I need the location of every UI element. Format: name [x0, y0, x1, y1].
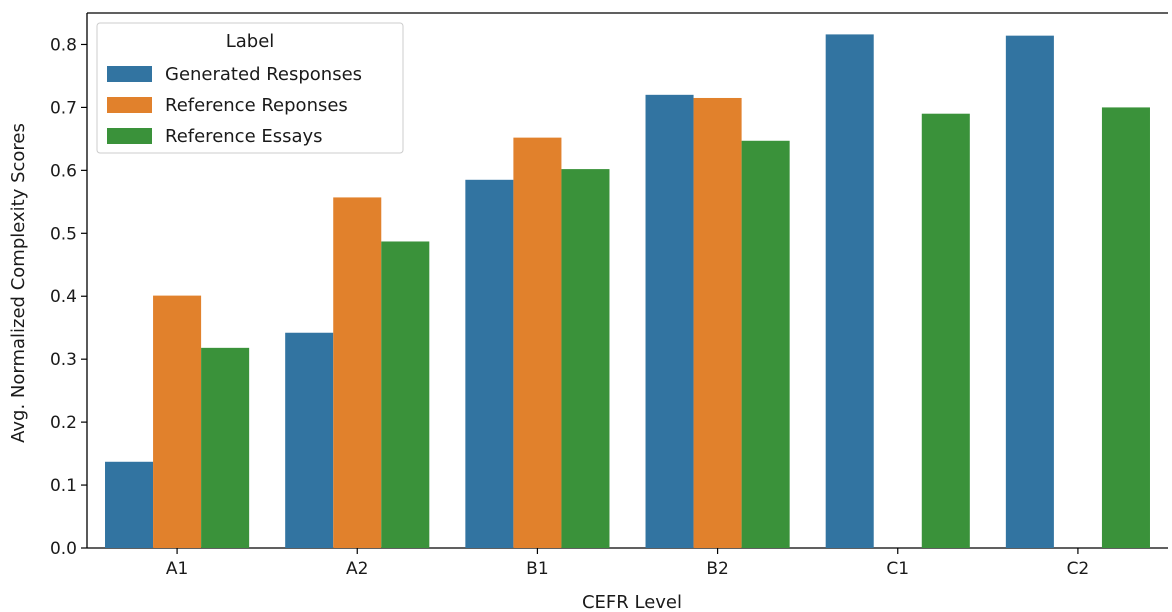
x-axis-title: CEFR Level	[582, 592, 682, 612]
bar-reference-essays-c1	[921, 113, 970, 549]
legend-label: Reference Essays	[165, 126, 323, 147]
bar-reference-essays-c2	[1101, 107, 1150, 548]
bar-reference-reponses-b2	[693, 97, 742, 549]
bar-reference-reponses-a1	[153, 295, 202, 548]
bar-generated-responses-a1	[105, 461, 154, 548]
bar-generated-responses-b1	[465, 179, 514, 548]
bar-reference-reponses-b1	[513, 137, 562, 548]
x-axis: A1 A2 B1 B2 C1 C2	[166, 548, 1089, 579]
bar-generated-responses-c1	[825, 34, 874, 548]
legend-box	[96, 22, 404, 154]
y-tick-label: 0.5	[50, 224, 77, 244]
x-tick-label: A1	[166, 559, 188, 579]
bar-generated-responses-a2	[285, 332, 334, 548]
y-tick-label: 0.2	[50, 413, 77, 433]
y-tick-label: 0.0	[50, 539, 77, 559]
y-tick-label: 0.8	[50, 35, 77, 55]
bar-reference-essays-b2	[741, 140, 790, 549]
y-tick-label: 0.3	[50, 350, 77, 370]
y-tick-label: 0.7	[50, 98, 77, 118]
bar-reference-reponses-a2	[333, 197, 382, 548]
y-axis: 0.0 0.1 0.2 0.3 0.4 0.5 0.6 0.7 0.8	[50, 35, 87, 559]
bar-generated-responses-c2	[1005, 35, 1054, 549]
legend-swatch	[107, 128, 152, 144]
bar-reference-essays-a1	[201, 347, 250, 548]
y-tick-label: 0.1	[50, 476, 77, 496]
legend-label: Reference Reponses	[165, 95, 348, 116]
x-tick-label: C2	[1067, 559, 1090, 579]
plot-area	[86, 12, 1168, 549]
y-tick-label: 0.6	[50, 161, 77, 181]
x-tick-label: B2	[706, 559, 728, 579]
legend-swatch	[107, 66, 152, 82]
x-tick-label: C1	[886, 559, 909, 579]
x-tick-label: A2	[346, 559, 368, 579]
y-axis-title: Avg. Normalized Complexity Scores	[8, 123, 29, 443]
bar-reference-essays-a2	[381, 241, 430, 548]
legend-title: Label	[226, 31, 275, 52]
bars	[105, 34, 1150, 549]
bar-reference-essays-b1	[561, 169, 610, 548]
bar-generated-responses-b2	[645, 94, 694, 548]
legend: Label Generated Responses Reference Repons…	[96, 22, 404, 154]
x-tick-label: B1	[526, 559, 548, 579]
y-tick-label: 0.4	[50, 287, 77, 307]
legend-swatch	[107, 97, 152, 113]
legend-label: Generated Responses	[165, 64, 362, 85]
